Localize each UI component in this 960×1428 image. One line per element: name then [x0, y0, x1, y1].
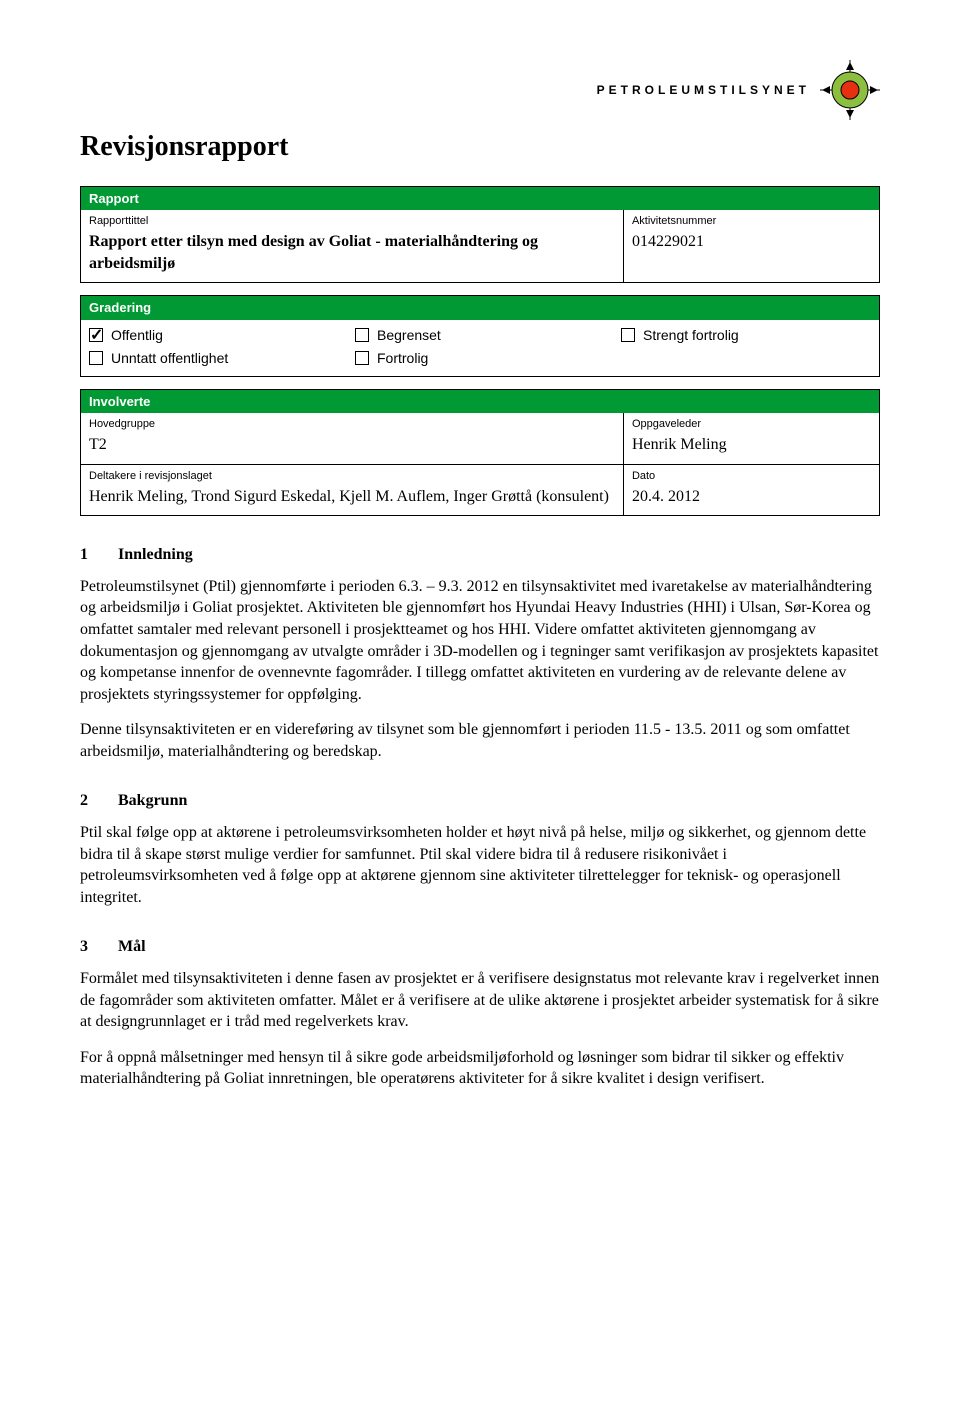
agency-name: PETROLEUMSTILSYNET [597, 82, 810, 98]
checkbox-checked-icon [89, 328, 103, 342]
check-label: Fortrolig [377, 349, 428, 368]
oppgaveleder-value: Henrik Meling [632, 434, 871, 456]
agency-logo-icon [820, 60, 880, 120]
check-label: Begrenset [377, 326, 441, 345]
check-label: Strengt fortrolig [643, 326, 739, 345]
aktivitetsnummer-value: 014229021 [632, 231, 871, 253]
section-2-p1: Ptil skal følge opp at aktørene i petrol… [80, 822, 880, 908]
involverte-box-header: Involverte [81, 390, 879, 414]
gradering-box: Gradering Offentlig Unntatt offentlighet… [80, 295, 880, 376]
checkbox-empty-icon [355, 328, 369, 342]
check-label: Unntatt offentlighet [111, 349, 228, 368]
check-fortrolig: Fortrolig [355, 347, 605, 370]
section-num: 1 [80, 544, 114, 566]
section-num: 3 [80, 936, 114, 958]
section-1-heading: 1 Innledning [80, 544, 880, 566]
section-title: Mål [118, 938, 146, 955]
rapporttittel-label: Rapporttittel [89, 214, 615, 229]
section-3-heading: 3 Mål [80, 936, 880, 958]
oppgaveleder-label: Oppgaveleder [632, 417, 871, 432]
checkbox-empty-icon [621, 328, 635, 342]
checkbox-empty-icon [89, 351, 103, 365]
hovedgruppe-value: T2 [89, 434, 615, 456]
check-strengt-fortrolig: Strengt fortrolig [621, 324, 871, 347]
involverte-box: Involverte Hovedgruppe T2 Oppgaveleder H… [80, 389, 880, 516]
check-label: Offentlig [111, 326, 163, 345]
gradering-box-header: Gradering [81, 296, 879, 320]
section-1-p1: Petroleumstilsynet (Ptil) gjennomførte i… [80, 576, 880, 706]
section-num: 2 [80, 790, 114, 812]
hovedgruppe-label: Hovedgruppe [89, 417, 615, 432]
document-header: PETROLEUMSTILSYNET [80, 60, 880, 120]
deltakere-value: Henrik Meling, Trond Sigurd Eskedal, Kje… [89, 486, 615, 508]
deltakere-label: Deltakere i revisjonslaget [89, 469, 615, 484]
section-2-heading: 2 Bakgrunn [80, 790, 880, 812]
check-unntatt: Unntatt offentlighet [89, 347, 339, 370]
dato-value: 20.4. 2012 [632, 486, 871, 508]
section-3-p2: For å oppnå målsetninger med hensyn til … [80, 1047, 880, 1090]
rapport-box: Rapport Rapporttittel Rapport etter tils… [80, 186, 880, 284]
rapporttittel-value: Rapport etter tilsyn med design av Golia… [89, 231, 615, 274]
section-title: Bakgrunn [118, 792, 187, 809]
section-3-p1: Formålet med tilsynsaktiviteten i denne … [80, 968, 880, 1033]
check-begrenset: Begrenset [355, 324, 605, 347]
page-title: Revisjonsrapport [80, 128, 880, 166]
check-offentlig: Offentlig [89, 324, 339, 347]
section-1-p2: Denne tilsynsaktiviteten er en viderefør… [80, 719, 880, 762]
rapport-box-header: Rapport [81, 187, 879, 211]
aktivitetsnummer-label: Aktivitetsnummer [632, 214, 871, 229]
section-title: Innledning [118, 546, 193, 563]
checkbox-empty-icon [355, 351, 369, 365]
dato-label: Dato [632, 469, 871, 484]
